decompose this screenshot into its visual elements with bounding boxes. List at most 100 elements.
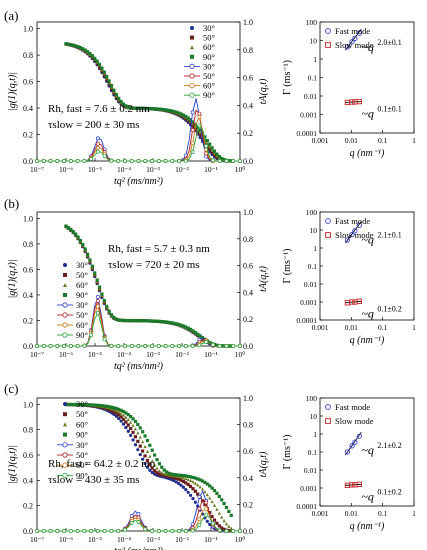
correlation-point [184,488,188,492]
correlation-point [90,54,94,58]
correlation-point [93,271,97,275]
legend-label: 50° [76,310,88,320]
correlation-point [186,474,190,478]
distribution-point [224,529,229,533]
x-tick-label: 10⁻⁴ [117,535,131,544]
correlation-point [133,419,138,424]
y-tick-label-right: 0.0 [243,157,253,166]
legend-label: 50° [76,409,88,419]
slow-mode-point [349,299,355,305]
y-tick-label-left: 1.0 [23,214,33,223]
distribution-point [183,344,188,348]
legend-marker [63,283,67,287]
correlation-point [124,420,128,424]
distribution-point [55,344,60,348]
correlation-point [114,409,118,413]
distribution-point [163,344,168,348]
legend-marker [63,273,67,277]
y-tick-label-left: 0.0 [23,342,33,351]
correlation-point [215,491,219,495]
distribution-point [62,529,67,533]
correlation-point [129,426,133,431]
correlation-point [138,444,142,448]
correlation-point [181,479,185,484]
x-tick-label: 0.001 [312,509,329,518]
legend-label: Slow mode [335,230,374,240]
distribution-point [197,494,202,499]
distribution-point [136,512,141,517]
correlation-point [217,494,221,499]
fast-mode-point [352,439,358,445]
correlation-point [191,480,195,484]
y-axis-label-left: |g(1)(q,t)| [7,259,18,298]
fast-mode-point [349,443,355,449]
correlation-point [184,481,188,485]
distribution-point [170,344,175,348]
y-tick-label-right: 0.4 [243,101,253,110]
x-tick-label: 10⁰ [235,535,246,544]
x-axis-label: q (nm⁻¹) [350,521,385,532]
y-tick-label-right: 0.2 [243,129,253,138]
correlation-point [138,435,142,439]
distribution-point [95,529,100,533]
y-tick-label-left: 0.2 [23,131,33,140]
distribution-point [129,159,134,163]
correlation-point [126,105,130,109]
correlation-point [73,232,78,236]
legend-label: 50° [203,71,215,81]
correlation-point [193,481,197,485]
distribution-point [224,159,229,163]
correlation-point [220,156,224,160]
correlation-point [212,488,217,493]
y-tick-label: 0.0001 [296,316,317,325]
y-tick-label: 1 [313,430,317,439]
y-tick-label-right: 1.0 [243,18,253,27]
y-tick-label: 1 [313,55,317,64]
correlation-point [157,319,162,323]
correlation-point [210,514,214,519]
correlation-point [148,462,152,467]
x-axis-label: tq² (ms/nm²) [114,176,164,187]
correlation-point [179,483,183,487]
correlation-point [167,471,171,475]
annotation-slow-scaling: ~q [361,489,374,503]
correlation-point [160,473,164,477]
correlation-point [196,492,200,496]
correlation-point [121,413,126,417]
fast-mode-point [349,39,355,45]
correlation-point [117,410,121,414]
x-tick-label: 10⁻⁵ [88,165,102,174]
correlation-point [145,458,150,463]
distribution-point [156,159,161,163]
correlation-point [176,477,181,481]
correlation-point [200,487,205,491]
y-tick-label-right: 0.0 [243,342,253,351]
x-axis-label: tq² (ms/nm²) [114,546,164,550]
correlation-point [181,485,185,489]
slow-fit-line [345,483,362,486]
correlation-point [203,490,207,494]
annotation-fast-exponent: 2.0±0.1 [377,38,401,47]
distribution-point [163,529,168,533]
correlation-point [157,472,162,476]
distribution-point [102,154,107,159]
y-tick-label-left: 0.0 [23,527,33,536]
annotation-fast-exponent: 2.1±0.1 [377,230,401,239]
distribution-point [41,344,46,348]
y-tick-label-right: 0.6 [243,262,253,271]
legend-label: 30° [76,260,88,270]
y-tick-label-right: 0.4 [243,288,253,297]
fast-mode-point [344,44,351,50]
correlation-point [220,515,224,519]
correlation-point [174,110,178,114]
legend-marker [189,83,195,89]
distribution-point [123,159,127,163]
correlation-point [129,420,133,424]
correlation-point [148,443,152,447]
distribution-point [210,158,215,163]
y-tick-label-right: 0.4 [243,474,253,483]
legend-marker [190,35,194,40]
correlation-point [143,106,147,111]
correlation-point [136,422,140,427]
correlation-point [210,146,214,150]
